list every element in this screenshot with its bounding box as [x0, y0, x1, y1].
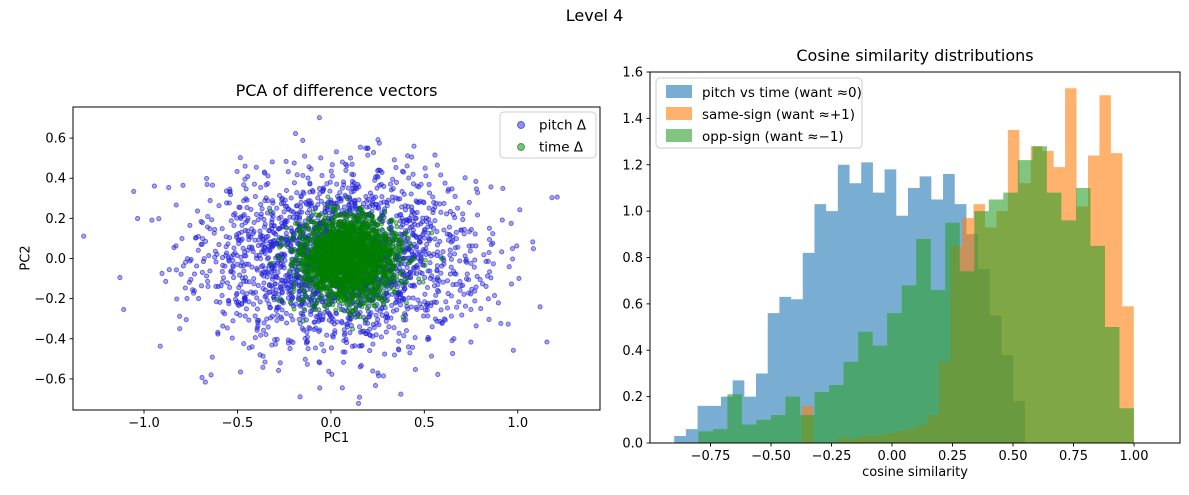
- x-tick-label: 0.5: [414, 416, 435, 431]
- pca-plot-title: PCA of difference vectors: [235, 81, 438, 100]
- x-tick-label: −0.5: [222, 416, 254, 431]
- legend-marker-icon: [517, 143, 525, 151]
- y-axis-ticks: −0.6 −0.4 −0.2 0.0 0.2 0.4 0.6: [34, 132, 73, 387]
- legend-swatch-icon: [666, 85, 692, 98]
- x-tick-label: 0.50: [999, 449, 1028, 464]
- y-tick-label: 0.8: [622, 251, 643, 266]
- y-tick-label: 1.6: [622, 66, 643, 81]
- legend-label: pitch Δ: [539, 118, 587, 134]
- hist-plot-title: Cosine similarity distributions: [796, 46, 1034, 65]
- legend-box: [655, 77, 863, 149]
- legend-item-same-sign: same-sign (want ≈+1): [666, 107, 855, 123]
- legend-swatch-icon: [666, 129, 692, 142]
- legend-marker-icon: [517, 121, 525, 129]
- x-tick-label: 0.00: [878, 449, 907, 464]
- y-tick-label: 0.2: [622, 390, 643, 405]
- legend-label: time Δ: [539, 140, 584, 156]
- y-tick-label: 1.0: [622, 205, 643, 220]
- y-tick-label: 0.2: [45, 212, 66, 227]
- y-tick-label: 0.6: [622, 297, 643, 312]
- plot-area: [674, 88, 1135, 443]
- histogram-series-opp-sign: [698, 146, 1135, 443]
- y-axis-ticks: 0.0 0.2 0.4 0.6 0.8 1.0 1.2 1.4 1.6: [622, 66, 650, 452]
- y-tick-label: −0.6: [34, 372, 66, 387]
- y-tick-label: 0.4: [622, 344, 643, 359]
- cosine-hist-axes: −0.75 −0.50 −0.25 0.00 0.25 0.50 0.75 1.000.00.…: [622, 66, 1181, 464]
- pca-xlabel: PC1: [323, 431, 350, 446]
- y-tick-label: −0.4: [34, 332, 66, 347]
- x-tick-label: 0.75: [1059, 449, 1088, 464]
- x-axis-ticks: −0.75 −0.50 −0.25 0.00 0.25 0.50 0.75 1.00: [691, 443, 1149, 464]
- x-tick-label: 0.25: [938, 449, 967, 464]
- y-tick-label: 0.0: [622, 437, 643, 452]
- pca-ylabel: PC2: [18, 245, 34, 271]
- y-tick-label: 0.4: [45, 172, 66, 187]
- y-tick-label: 1.2: [622, 158, 643, 173]
- scatter-series-time-delta: [267, 194, 445, 332]
- legend-item-pitch-vs-time: pitch vs time (want ≈0): [666, 85, 862, 101]
- x-tick-label: 1.0: [507, 416, 528, 431]
- x-axis-ticks: −1.0 −0.5 0.0 0.5 1.0: [128, 410, 528, 431]
- y-tick-label: 0.0: [45, 252, 66, 267]
- legend-item-opp-sign: opp-sign (want ≈−1): [666, 129, 844, 145]
- x-tick-label: −1.0: [128, 416, 160, 431]
- legend-label: pitch vs time (want ≈0): [702, 85, 862, 101]
- legend: pitch Δ time Δ: [499, 111, 597, 159]
- pca-scatter-axes: −1.0 −0.5 0.0 0.5 1.0 −0.6 −0.4 −0.2 0.0 0.2 0.4 0.…: [34, 106, 601, 431]
- legend: pitch vs time (want ≈0) same-sign (want ≈…: [655, 77, 863, 149]
- y-tick-label: −0.2: [34, 292, 66, 307]
- legend-swatch-icon: [666, 107, 692, 120]
- hist-xlabel: cosine similarity: [862, 465, 968, 480]
- legend-item-pitch-delta: pitch Δ: [517, 118, 587, 134]
- plot-area: [81, 115, 560, 406]
- x-tick-label: −0.50: [751, 449, 791, 464]
- figure-suptitle: Level 4: [565, 6, 624, 25]
- x-tick-label: −0.75: [691, 449, 731, 464]
- y-tick-label: 0.6: [45, 132, 66, 147]
- legend-label: opp-sign (want ≈−1): [702, 129, 844, 145]
- x-tick-label: 0.0: [321, 416, 342, 431]
- legend-item-time-delta: time Δ: [517, 140, 584, 156]
- y-tick-label: 1.4: [622, 112, 643, 127]
- legend-label: same-sign (want ≈+1): [702, 107, 855, 123]
- x-tick-label: −0.25: [812, 449, 852, 464]
- x-tick-label: 1.00: [1120, 449, 1149, 464]
